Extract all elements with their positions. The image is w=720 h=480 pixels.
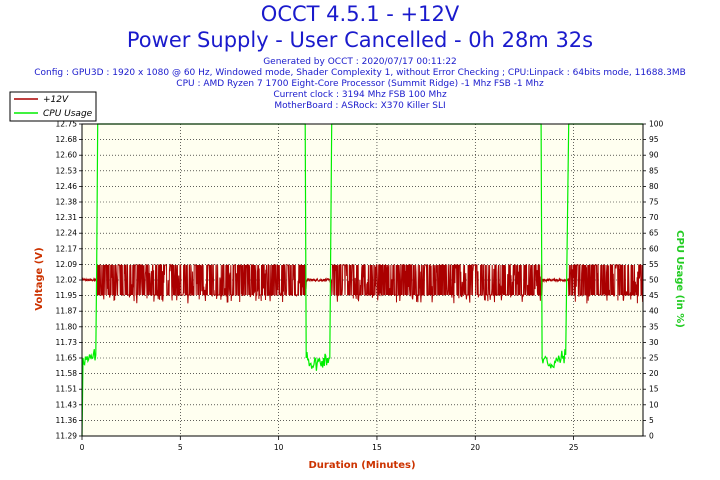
y2-tick-label: 5 bbox=[649, 416, 654, 425]
x-axis-label: Duration (Minutes) bbox=[308, 460, 415, 471]
y2-tick-label: 75 bbox=[649, 198, 659, 207]
y2-tick-label: 45 bbox=[649, 291, 659, 300]
y2-tick-label: 100 bbox=[649, 120, 664, 129]
x-tick-label: 25 bbox=[569, 443, 579, 452]
y-tick-label: 12.02 bbox=[56, 276, 78, 285]
y-tick-label: 12.53 bbox=[56, 166, 78, 175]
y-tick-label: 11.43 bbox=[56, 400, 78, 409]
y-tick-label: 12.75 bbox=[56, 120, 78, 129]
legend-voltage-label: +12V bbox=[43, 95, 69, 105]
y2-tick-label: 90 bbox=[649, 151, 659, 160]
y2-axis-label: CPU Usage (in %) bbox=[674, 230, 685, 328]
config-info: Config : GPU3D : 1920 x 1080 @ 60 Hz, Wi… bbox=[34, 68, 686, 78]
y2-tick-label: 80 bbox=[649, 182, 659, 191]
y2-tick-label: 35 bbox=[649, 322, 659, 331]
y2-tick-label: 20 bbox=[649, 369, 659, 378]
y2-tick-label: 50 bbox=[649, 276, 659, 285]
y2-tick-label: 15 bbox=[649, 385, 659, 394]
y-tick-label: 11.58 bbox=[56, 369, 78, 378]
y2-tick-label: 0 bbox=[649, 432, 654, 441]
y-tick-label: 11.29 bbox=[56, 432, 78, 441]
y-tick-label: 12.60 bbox=[56, 151, 78, 160]
y-tick-label: 11.80 bbox=[56, 322, 78, 331]
y-axis-right: 0 5 10 15 20 25 30 35 40 45 50 55 60 65 70 75 80 85 90 95 10… bbox=[643, 120, 664, 441]
y-tick-label: 11.87 bbox=[56, 307, 78, 316]
plot-border bbox=[81, 123, 644, 437]
y2-tick-label: 40 bbox=[649, 307, 659, 316]
legend-box bbox=[9, 91, 97, 122]
y-tick-label: 11.36 bbox=[56, 416, 78, 425]
y-tick-label: 12.38 bbox=[56, 198, 78, 207]
y2-tick-label: 85 bbox=[649, 166, 659, 175]
series-cpu-usage-line bbox=[81, 123, 643, 437]
x-tick-label: 15 bbox=[372, 443, 382, 452]
y2-tick-label: 95 bbox=[649, 135, 659, 144]
y-axis-left: 11.29 11.36 11.43 11.51 11.58 11.65 11.73 11.80… bbox=[56, 120, 82, 441]
y-tick-label: 11.65 bbox=[56, 354, 78, 363]
x-axis: 0 5 10 15 20 25 bbox=[80, 436, 579, 452]
x-tick-label: 5 bbox=[178, 443, 183, 452]
x-tick-label: 10 bbox=[274, 443, 284, 452]
x-tick-label: 20 bbox=[470, 443, 480, 452]
y-tick-label: 11.73 bbox=[56, 338, 78, 347]
generated-info: Generated by OCCT : 2020/07/17 00:11:22 bbox=[263, 57, 457, 67]
y2-tick-label: 30 bbox=[649, 338, 659, 347]
y-tick-label: 12.24 bbox=[56, 229, 78, 238]
y2-tick-label: 65 bbox=[649, 229, 659, 238]
cpu-info: CPU : AMD Ryzen 7 1700 Eight-Core Proces… bbox=[176, 79, 544, 89]
y-tick-label: 11.95 bbox=[56, 291, 78, 300]
y2-tick-label: 10 bbox=[649, 400, 659, 409]
legend: +12V CPU Usage bbox=[9, 91, 97, 122]
y2-tick-label: 70 bbox=[649, 213, 659, 222]
y-axis-label: Voltage (V) bbox=[34, 247, 45, 310]
motherboard-info: MotherBoard : ASRock: X370 Killer SLI bbox=[274, 101, 446, 111]
x-tick-label: 0 bbox=[80, 443, 85, 452]
legend-cpu-label: CPU Usage bbox=[43, 109, 93, 119]
y-tick-label: 12.09 bbox=[56, 260, 78, 269]
y2-tick-label: 25 bbox=[649, 354, 659, 363]
y-tick-label: 12.31 bbox=[56, 213, 78, 222]
y-tick-label: 12.46 bbox=[56, 182, 78, 191]
chart-subtitle: Power Supply - User Cancelled - 0h 28m 3… bbox=[126, 28, 594, 52]
y-tick-label: 12.68 bbox=[56, 135, 78, 144]
series-voltage-line bbox=[81, 263, 644, 304]
y2-tick-label: 60 bbox=[649, 244, 659, 253]
y-tick-label: 12.17 bbox=[56, 244, 78, 253]
clock-info: Current clock : 3194 Mhz FSB 100 Mhz bbox=[273, 90, 447, 100]
y2-tick-label: 55 bbox=[649, 260, 659, 269]
y-tick-label: 11.51 bbox=[56, 385, 78, 394]
chart-title: OCCT 4.5.1 - +12V bbox=[260, 2, 460, 26]
